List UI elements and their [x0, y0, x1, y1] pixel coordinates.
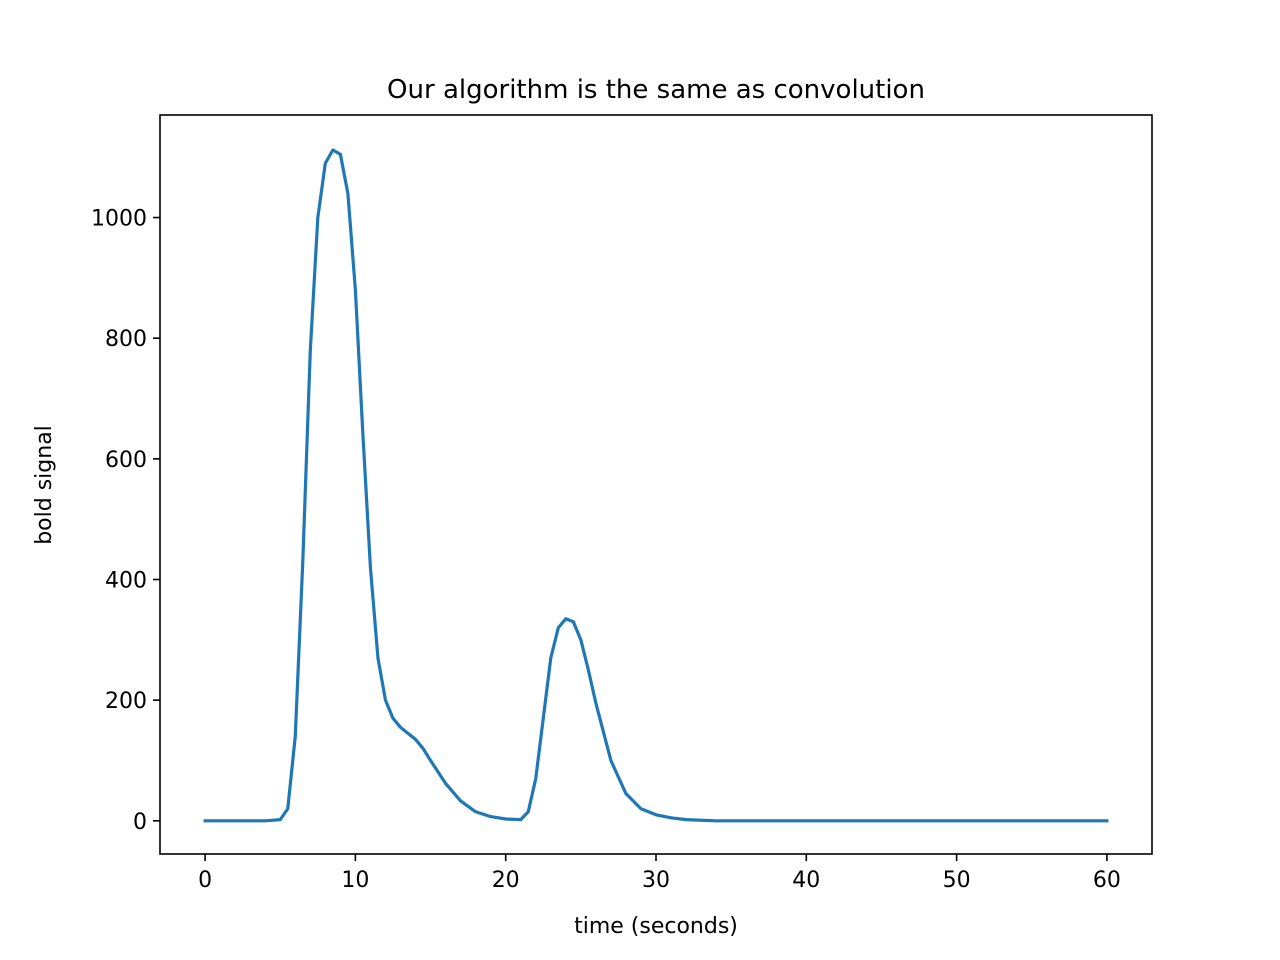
- plot-frame: [159, 114, 1153, 855]
- chart-title: Our algorithm is the same as convolution: [387, 75, 925, 105]
- y-axis-label: bold signal: [32, 425, 57, 545]
- x-tick-label: 60: [1093, 868, 1121, 893]
- x-tick-label: 10: [341, 868, 369, 893]
- x-tick-label: 30: [642, 868, 670, 893]
- y-axis: 0 200 400 600 800 1000: [91, 207, 160, 835]
- x-axis-label: time (seconds): [574, 914, 738, 939]
- y-tick-label: 600: [105, 448, 147, 473]
- y-tick-label: 0: [133, 810, 147, 835]
- y-tick-label: 800: [105, 327, 147, 352]
- x-tick-label: 50: [943, 868, 971, 893]
- series-line: [203, 148, 1109, 823]
- x-tick-label: 20: [492, 868, 520, 893]
- plot-area: [203, 148, 1109, 823]
- y-tick-label: 400: [105, 569, 147, 594]
- x-tick-label: 0: [198, 868, 212, 893]
- x-axis: 0 10 20 30 40 50 60: [198, 854, 1121, 893]
- x-tick-label: 40: [792, 868, 820, 893]
- y-tick-label: 200: [105, 689, 147, 714]
- y-tick-label: 1000: [91, 207, 147, 232]
